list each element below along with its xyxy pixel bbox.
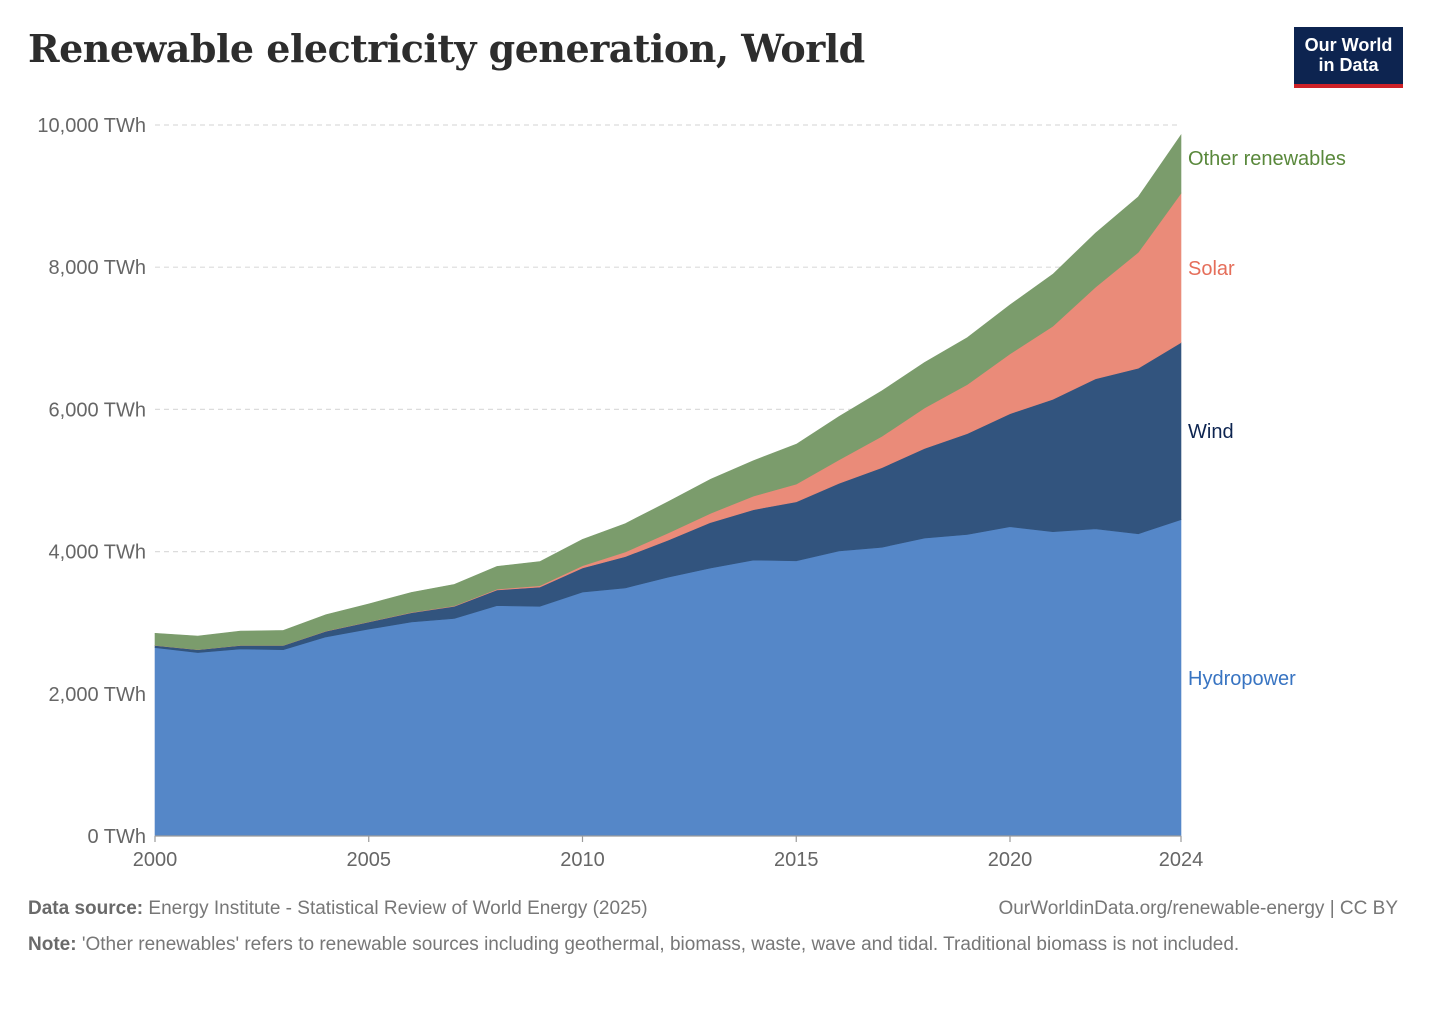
axes: 0 TWh 2,000 TWh 4,000 TWh 6,000 TWh 8,000 TW… [37, 115, 1203, 871]
chart-note: Note: 'Other renewables' refers to renew… [28, 932, 1358, 958]
y-tick-label: 2,000 TWh [49, 684, 146, 706]
series-label-hydropower[interactable]: Hydropower [1188, 668, 1296, 690]
y-tick-label: 6,000 TWh [49, 399, 146, 421]
series-label-wind[interactable]: Wind [1188, 421, 1234, 443]
y-tick-label: 8,000 TWh [49, 257, 146, 279]
x-tick-label: 2020 [988, 849, 1033, 871]
note-label: Note: [28, 934, 77, 955]
data-source: Data source: Energy Institute - Statisti… [28, 898, 648, 920]
y-tick-label: 0 TWh [87, 826, 146, 848]
logo-line-1: Our World [1304, 35, 1393, 55]
y-tick-label: 4,000 TWh [49, 542, 146, 564]
series-label-solar[interactable]: Solar [1188, 258, 1235, 280]
x-tick-label: 2015 [774, 849, 819, 871]
x-tick-label: 2000 [133, 849, 178, 871]
source-url[interactable]: OurWorldinData.org/renewable-energy | CC… [998, 898, 1398, 919]
data-source-link[interactable]: Energy Institute - Statistical Review of… [148, 898, 648, 919]
area-series [154, 134, 1182, 837]
chart-title: Renewable electricity generation, World [28, 26, 865, 71]
series-label-other-renewables[interactable]: Other renewables [1188, 148, 1346, 170]
x-tick-label: 2024 [1159, 849, 1204, 871]
series-labels: Hydropower Wind Solar Other renewables [1188, 148, 1346, 690]
y-tick-label: 10,000 TWh [37, 115, 146, 137]
x-tick-label: 2005 [347, 849, 392, 871]
logo-line-2: in Data [1318, 55, 1379, 75]
owid-logo[interactable]: Our World in Data [1294, 27, 1403, 88]
area-other-renewables[interactable] [154, 134, 1182, 650]
x-tick-label: 2010 [560, 849, 605, 871]
data-source-label: Data source: [28, 898, 144, 919]
logo-accent-bar [1294, 84, 1403, 88]
note-text: 'Other renewables' refers to renewable s… [81, 934, 1240, 955]
